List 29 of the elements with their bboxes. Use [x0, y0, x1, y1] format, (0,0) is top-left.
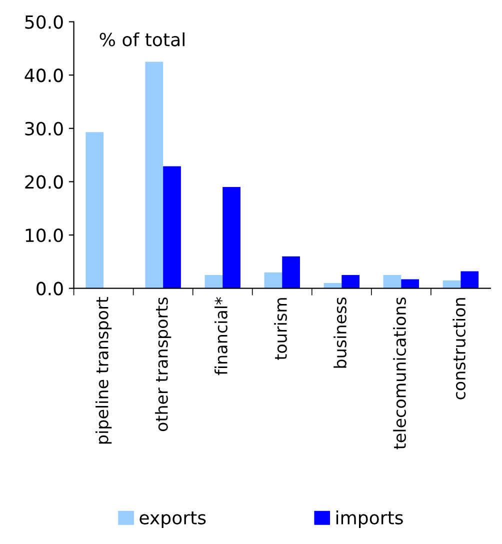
bar — [460, 271, 479, 288]
x-tick-label: business — [334, 297, 346, 368]
bar — [222, 187, 240, 288]
legend-label: imports — [336, 510, 403, 528]
y-tick-label: 20.0 — [25, 175, 63, 189]
bar — [264, 272, 282, 288]
y-tick-label: 50.0 — [25, 15, 63, 29]
x-tick-label: construction — [452, 298, 466, 400]
x-tick-label: other transports — [155, 297, 172, 432]
annotation: % of total — [100, 32, 184, 46]
x-tick-label: financial* — [214, 297, 228, 376]
bar — [86, 132, 104, 288]
x-tick-label: pipeline transport — [95, 297, 112, 444]
bar — [442, 280, 461, 288]
y-tick-label: 30.0 — [25, 122, 63, 136]
y-tick-label: 0.0 — [36, 282, 63, 296]
bar — [342, 274, 360, 288]
bar — [401, 279, 420, 288]
y-tick-label: 10.0 — [26, 228, 63, 242]
x-tick-label: tourism — [274, 298, 287, 360]
x-tick-label: telecomunications — [393, 297, 406, 450]
bar — [282, 256, 300, 288]
bar — [324, 282, 342, 288]
bar — [383, 274, 402, 288]
bar — [145, 62, 164, 288]
legend-label: exports — [140, 512, 206, 528]
y-tick-label: 40.0 — [24, 68, 63, 82]
bar — [204, 274, 223, 288]
bar — [163, 166, 181, 288]
